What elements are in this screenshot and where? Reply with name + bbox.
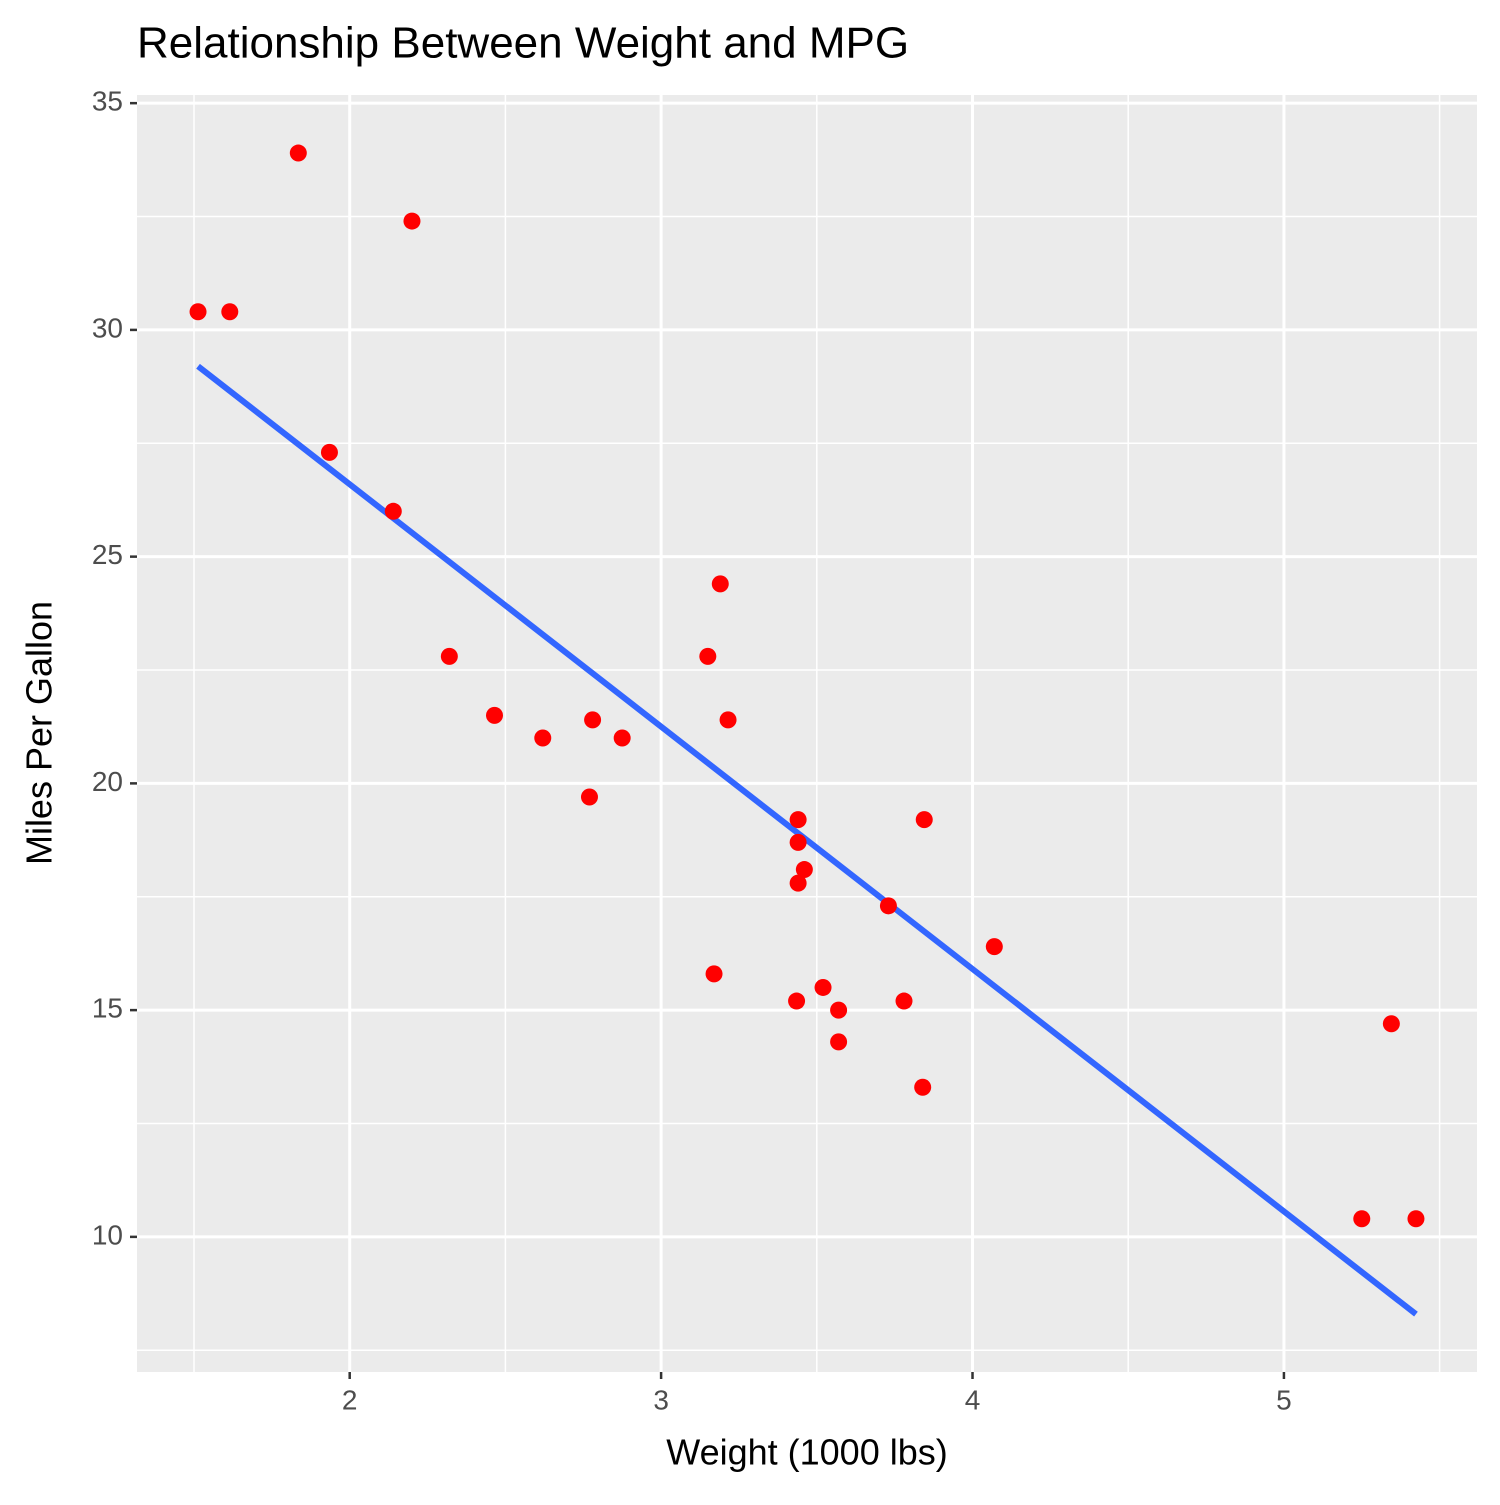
point: [580, 788, 598, 806]
point: [485, 706, 503, 724]
x-tick-label: 3: [653, 1384, 669, 1415]
point: [795, 861, 813, 879]
point: [789, 833, 807, 851]
y-tick-label: 25: [92, 539, 123, 570]
point: [814, 978, 832, 996]
point: [699, 647, 717, 665]
y-axis-label: Miles Per Gallon: [19, 601, 60, 865]
point: [189, 303, 207, 321]
point: [403, 212, 421, 230]
point: [320, 443, 338, 461]
point: [705, 965, 723, 983]
point: [789, 874, 807, 892]
point: [221, 303, 239, 321]
point: [895, 992, 913, 1010]
x-axis-label: Weight (1000 lbs): [666, 1432, 947, 1473]
y-tick-label: 35: [92, 86, 123, 117]
chart-title: Relationship Between Weight and MPG: [137, 19, 909, 68]
point: [584, 711, 602, 729]
point: [1353, 1210, 1371, 1228]
point: [1407, 1210, 1425, 1228]
point: [613, 729, 631, 747]
x-tick-label: 4: [965, 1384, 981, 1415]
point: [289, 144, 307, 162]
plot-panel: [137, 95, 1477, 1372]
y-tick-label: 15: [92, 993, 123, 1024]
point: [440, 647, 458, 665]
y-tick-label: 30: [92, 312, 123, 343]
point: [788, 992, 806, 1010]
point: [384, 502, 402, 520]
point: [1382, 1015, 1400, 1033]
point: [830, 1001, 848, 1019]
x-tick-label: 5: [1276, 1384, 1292, 1415]
y-tick-label: 10: [92, 1219, 123, 1250]
point: [914, 1078, 932, 1096]
point: [915, 811, 933, 829]
point: [534, 729, 552, 747]
point: [789, 811, 807, 829]
point: [985, 938, 1003, 956]
y-tick-label: 20: [92, 766, 123, 797]
fit-line: [196, 363, 1418, 1317]
point: [830, 1033, 848, 1051]
x-tick-label: 2: [342, 1384, 358, 1415]
point: [719, 711, 737, 729]
point: [879, 897, 897, 915]
point: [711, 575, 729, 593]
